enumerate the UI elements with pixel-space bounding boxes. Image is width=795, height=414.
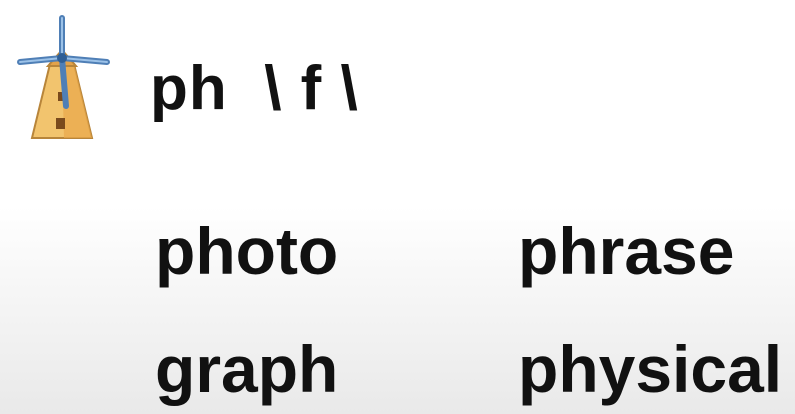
phonics-heading: ph \ f \ [150, 54, 359, 123]
windmill-icon [17, 15, 110, 139]
word-physical: physical [518, 332, 783, 406]
word-graph: graph [155, 332, 339, 406]
word-photo: photo [155, 214, 339, 288]
word-phrase: phrase [518, 214, 735, 288]
